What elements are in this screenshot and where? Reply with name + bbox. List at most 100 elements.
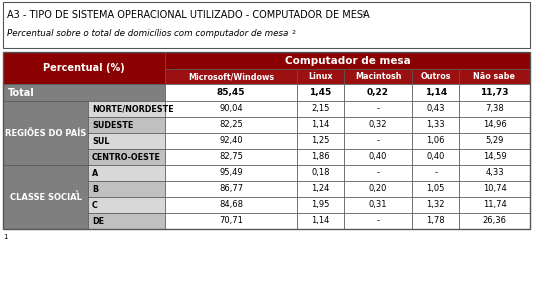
Text: -: - — [434, 169, 437, 178]
Bar — [88, 117, 165, 133]
Text: 1,24: 1,24 — [311, 184, 330, 193]
Bar — [297, 69, 344, 84]
Text: 1,06: 1,06 — [426, 137, 445, 146]
Bar — [413, 117, 459, 133]
Bar — [344, 181, 413, 197]
Text: REGIÕES DO PAÍS: REGIÕES DO PAÍS — [5, 129, 86, 138]
Text: DE: DE — [92, 216, 104, 225]
Text: 90,04: 90,04 — [219, 104, 243, 114]
Bar — [165, 149, 297, 165]
Bar — [165, 117, 297, 133]
Bar — [165, 101, 297, 117]
Bar — [297, 165, 344, 181]
Text: 1,14: 1,14 — [425, 88, 447, 97]
Bar — [459, 69, 530, 84]
Text: NORTE/NORDESTE: NORTE/NORDESTE — [92, 104, 174, 114]
Bar — [297, 181, 344, 197]
Bar — [413, 84, 459, 101]
Text: 70,71: 70,71 — [219, 216, 243, 225]
Text: C: C — [92, 201, 98, 210]
Bar — [88, 133, 165, 149]
Text: -: - — [377, 216, 379, 225]
Bar — [297, 213, 344, 229]
Text: 82,75: 82,75 — [219, 152, 243, 161]
Bar — [165, 165, 297, 181]
Bar — [459, 149, 530, 165]
Bar — [413, 165, 459, 181]
Text: 11,74: 11,74 — [482, 201, 506, 210]
Bar — [344, 84, 413, 101]
Text: 10,74: 10,74 — [482, 184, 506, 193]
Text: 0,40: 0,40 — [369, 152, 387, 161]
Bar — [344, 101, 413, 117]
Bar — [344, 149, 413, 165]
Bar — [459, 133, 530, 149]
Text: Microsoft/Windows: Microsoft/Windows — [188, 72, 274, 81]
Bar — [3, 2, 530, 48]
Text: -: - — [377, 104, 379, 114]
Text: CENTRO-OESTE: CENTRO-OESTE — [92, 152, 161, 161]
Bar — [88, 149, 165, 165]
Bar — [413, 149, 459, 165]
Text: Computador de mesa: Computador de mesa — [285, 56, 410, 65]
Text: 0,40: 0,40 — [426, 152, 445, 161]
Text: 11,73: 11,73 — [480, 88, 508, 97]
Text: 84,68: 84,68 — [219, 201, 243, 210]
Bar — [88, 181, 165, 197]
Text: 0,32: 0,32 — [369, 120, 387, 129]
Bar — [344, 117, 413, 133]
Text: 86,77: 86,77 — [219, 184, 243, 193]
Text: 1,32: 1,32 — [426, 201, 445, 210]
Bar — [3, 52, 165, 84]
Text: 82,25: 82,25 — [219, 120, 243, 129]
Text: Não sabe: Não sabe — [473, 72, 515, 81]
Text: 5,29: 5,29 — [485, 137, 504, 146]
Text: Macintosh: Macintosh — [355, 72, 401, 81]
Text: A3 - TIPO DE SISTEMA OPERACIONAL UTILIZADO - COMPUTADOR DE MESA: A3 - TIPO DE SISTEMA OPERACIONAL UTILIZA… — [7, 10, 370, 20]
Text: 14,96: 14,96 — [482, 120, 506, 129]
Text: 2: 2 — [292, 30, 296, 35]
Text: 85,45: 85,45 — [217, 88, 245, 97]
Text: 1,25: 1,25 — [311, 137, 330, 146]
Bar — [459, 165, 530, 181]
Bar — [459, 101, 530, 117]
Bar — [165, 133, 297, 149]
Text: 0,43: 0,43 — [426, 104, 445, 114]
Bar — [3, 84, 165, 101]
Bar — [165, 197, 297, 213]
Bar — [165, 52, 530, 69]
Text: Linux: Linux — [308, 72, 333, 81]
Text: 2,15: 2,15 — [311, 104, 330, 114]
Bar — [459, 197, 530, 213]
Bar — [297, 84, 344, 101]
Bar — [413, 213, 459, 229]
Text: SUDESTE: SUDESTE — [92, 120, 133, 129]
Bar — [459, 213, 530, 229]
Bar — [413, 133, 459, 149]
Bar — [297, 117, 344, 133]
Bar — [3, 52, 530, 229]
Text: 1: 1 — [361, 11, 365, 16]
Bar — [88, 165, 165, 181]
Text: 4,33: 4,33 — [485, 169, 504, 178]
Bar — [344, 197, 413, 213]
Bar — [413, 197, 459, 213]
Text: 1,45: 1,45 — [310, 88, 332, 97]
Text: Total: Total — [8, 88, 35, 97]
Text: 1,14: 1,14 — [311, 120, 330, 129]
Bar — [413, 69, 459, 84]
Text: Outros: Outros — [421, 72, 451, 81]
Text: 14,59: 14,59 — [483, 152, 506, 161]
Bar — [88, 197, 165, 213]
Text: 1: 1 — [3, 234, 7, 240]
Bar — [344, 69, 413, 84]
Text: Percentual (%): Percentual (%) — [43, 63, 125, 73]
Bar — [3, 165, 88, 229]
Bar — [413, 181, 459, 197]
Bar — [165, 213, 297, 229]
Bar — [459, 181, 530, 197]
Text: 0,20: 0,20 — [369, 184, 387, 193]
Text: 92,40: 92,40 — [219, 137, 243, 146]
Bar — [297, 197, 344, 213]
Text: CLASSE SOCIAL: CLASSE SOCIAL — [10, 193, 82, 202]
